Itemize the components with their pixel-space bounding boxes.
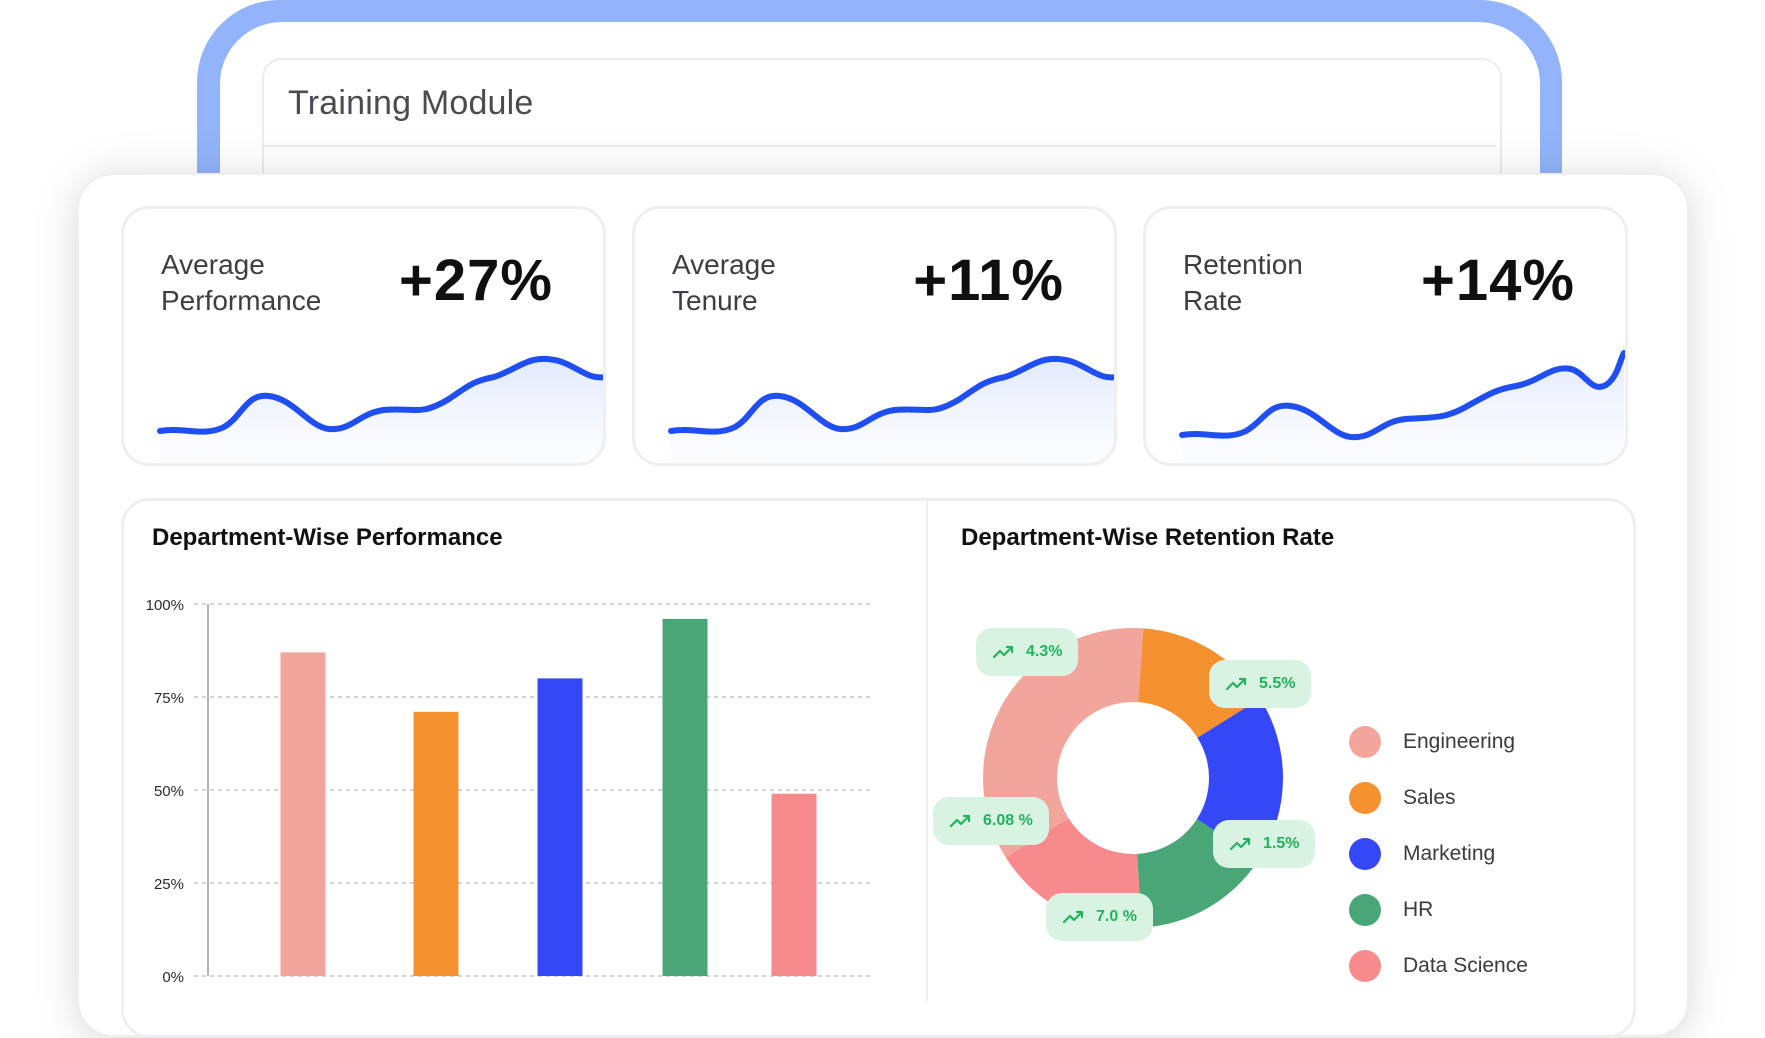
pill-value: 5.5% xyxy=(1259,675,1296,692)
legend-label: Marketing xyxy=(1403,842,1496,865)
kpi-card-average-tenure[interactable]: Average Tenure +11% xyxy=(632,206,1117,466)
performance-chart-title: Department-Wise Performance xyxy=(152,524,503,551)
kpi-label-line1: Average xyxy=(672,249,776,280)
legend-dot xyxy=(1349,894,1381,926)
legend-item-data-science[interactable]: Data Science xyxy=(1349,938,1528,994)
sparkline-line xyxy=(668,355,1114,435)
retention-pill-data-science: 6.08 % xyxy=(933,797,1049,845)
kpi-card-average-performance[interactable]: Average Performance +27% xyxy=(121,206,606,466)
retention-chart-title: Department-Wise Retention Rate xyxy=(961,524,1335,551)
legend-dot xyxy=(1349,950,1381,982)
y-tick-label: 50% xyxy=(154,783,184,800)
trend-up-icon xyxy=(1062,910,1084,924)
kpi-label-line1: Average xyxy=(161,249,265,280)
charts-card xyxy=(121,498,1636,1038)
y-tick-label: 100% xyxy=(146,597,184,614)
kpi-card-retention-rate[interactable]: Retention Rate +14% xyxy=(1143,206,1628,466)
charts-divider xyxy=(926,500,928,1001)
bar-hr[interactable] xyxy=(662,618,708,976)
bar-marketing[interactable] xyxy=(537,678,583,976)
kpi-label-line2: Performance xyxy=(161,285,322,316)
legend-dot xyxy=(1349,782,1381,814)
kpi-value: +27% xyxy=(399,248,553,313)
legend-label: Data Science xyxy=(1403,954,1528,977)
sparkline-chart xyxy=(157,355,603,463)
legend-item-engineering[interactable]: Engineering xyxy=(1349,714,1528,770)
pill-value: 1.5% xyxy=(1263,835,1300,852)
sparkline-line xyxy=(1179,350,1625,441)
training-module-title: Training Module xyxy=(288,84,534,122)
kpi-label: Retention Rate xyxy=(1183,247,1383,319)
y-tick-label: 0% xyxy=(162,969,184,986)
retention-pill-marketing: 1.5% xyxy=(1213,820,1316,868)
trend-up-icon xyxy=(949,814,971,828)
retention-legend: Engineering Sales Marketing HR Data Scie… xyxy=(1349,714,1528,994)
slice-sales[interactable] xyxy=(1138,628,1261,738)
legend-label: Engineering xyxy=(1403,730,1516,753)
kpi-label: Average Performance xyxy=(161,247,361,319)
kpi-value: +14% xyxy=(1421,248,1575,313)
legend-label: Sales xyxy=(1403,786,1456,809)
y-tick-label: 75% xyxy=(154,690,184,707)
kpi-label-line1: Retention xyxy=(1183,249,1303,280)
kpi-label: Average Tenure xyxy=(672,247,872,319)
legend-label: HR xyxy=(1403,898,1434,921)
module-divider xyxy=(264,145,1496,147)
legend-item-hr[interactable]: HR xyxy=(1349,882,1528,938)
trend-up-icon xyxy=(1229,837,1251,851)
bar-sales[interactable] xyxy=(413,711,459,976)
pill-value: 4.3% xyxy=(1026,643,1063,660)
pill-value: 6.08 % xyxy=(983,812,1033,829)
trend-up-icon xyxy=(992,645,1014,659)
retention-pill-sales: 5.5% xyxy=(1209,660,1312,708)
slice-marketing[interactable] xyxy=(1196,698,1283,860)
sparkline-line xyxy=(157,355,603,435)
trend-up-icon xyxy=(1225,677,1247,691)
legend-dot xyxy=(1349,726,1381,758)
retention-pill-hr: 7.0 % xyxy=(1046,893,1153,941)
y-tick-label: 25% xyxy=(154,876,184,893)
retention-pill-engineering: 4.3% xyxy=(976,628,1079,676)
department-performance-bar-chart: 0% 25% 50% 75% 100% xyxy=(146,597,874,986)
sparkline-chart xyxy=(668,355,1114,463)
bar-engineering[interactable] xyxy=(280,652,326,976)
training-module-card[interactable] xyxy=(262,58,1502,192)
legend-dot xyxy=(1349,838,1381,870)
kpi-label-line2: Tenure xyxy=(672,285,758,316)
sparkline-area xyxy=(1182,353,1624,463)
bar-data-science[interactable] xyxy=(771,793,817,976)
kpi-value: +11% xyxy=(913,248,1064,313)
legend-item-sales[interactable]: Sales xyxy=(1349,770,1528,826)
kpi-label-line2: Rate xyxy=(1183,285,1243,316)
sparkline-chart xyxy=(1179,350,1625,463)
pill-value: 7.0 % xyxy=(1096,908,1137,925)
legend-item-marketing[interactable]: Marketing xyxy=(1349,826,1528,882)
